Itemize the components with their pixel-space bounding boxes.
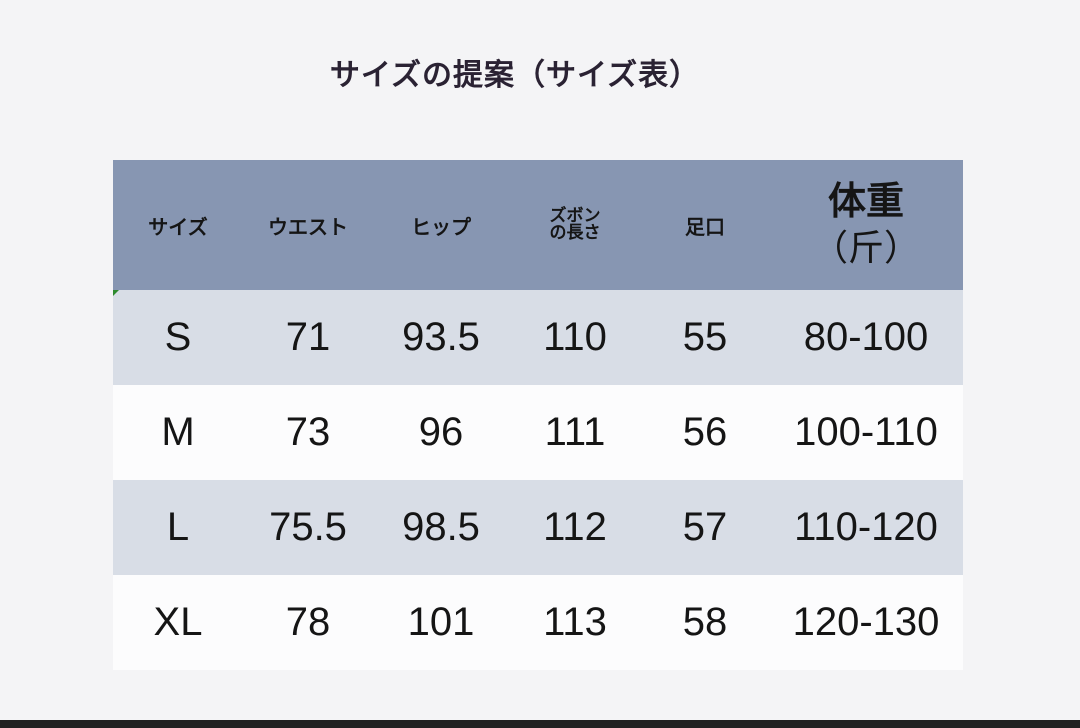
header-weight-label: 体重 [827,179,905,223]
cell-weight: 120-130 [792,600,940,644]
header-hip: ヒップ [411,214,471,239]
cell-size: M [161,410,195,454]
table-row: M 73 96 111 56 100-110 [113,385,963,480]
cell-pants-length: 113 [543,600,607,644]
size-table: サイズ ウエスト ヒップ ズボン の長さ 足口 体重 （斤） S 71 93.5… [113,160,963,670]
header-waist: ウエスト [268,214,348,239]
cell-hem: 55 [682,315,728,359]
cell-hip: 101 [407,600,475,644]
table-row: S 71 93.5 110 55 80-100 [113,290,963,385]
cell-pants-length: 111 [544,410,606,454]
table-header: サイズ ウエスト ヒップ ズボン の長さ 足口 体重 （斤） [113,160,963,290]
cell-weight: 80-100 [803,315,929,359]
cell-pants-length: 110 [543,315,607,359]
header-pants-length-line1: ズボン [549,206,601,226]
cell-size: XL [153,600,203,644]
header-weight: 体重 （斤） [812,160,920,290]
cell-size: S [164,315,192,359]
cell-marker-icon [113,290,119,296]
cell-waist: 78 [285,600,331,644]
cell-hem: 57 [682,505,728,549]
table-row: L 75.5 98.5 112 57 110-120 [113,480,963,575]
header-pants-length: ズボン の長さ [550,160,601,290]
cell-waist: 71 [285,315,331,359]
bottom-bar [0,720,1080,728]
header-weight-unit: （斤） [811,228,921,269]
cell-pants-length: 112 [543,505,607,549]
page-title: サイズの提案（サイズ表） [329,58,701,93]
cell-weight: 110-120 [794,505,938,549]
cell-hem: 56 [682,410,728,454]
cell-waist: 73 [285,410,331,454]
cell-hip: 93.5 [402,315,480,359]
cell-hem: 58 [682,600,728,644]
header-pants-length-line2: の長さ [549,223,601,243]
cell-waist: 75.5 [269,505,347,549]
cell-weight: 100-110 [794,410,938,454]
header-hem: 足口 [685,214,725,239]
cell-size: L [166,505,190,549]
cell-hip: 96 [418,410,464,454]
header-size: サイズ [148,214,208,239]
table-row: XL 78 101 113 58 120-130 [113,575,963,670]
cell-hip: 98.5 [402,505,480,549]
